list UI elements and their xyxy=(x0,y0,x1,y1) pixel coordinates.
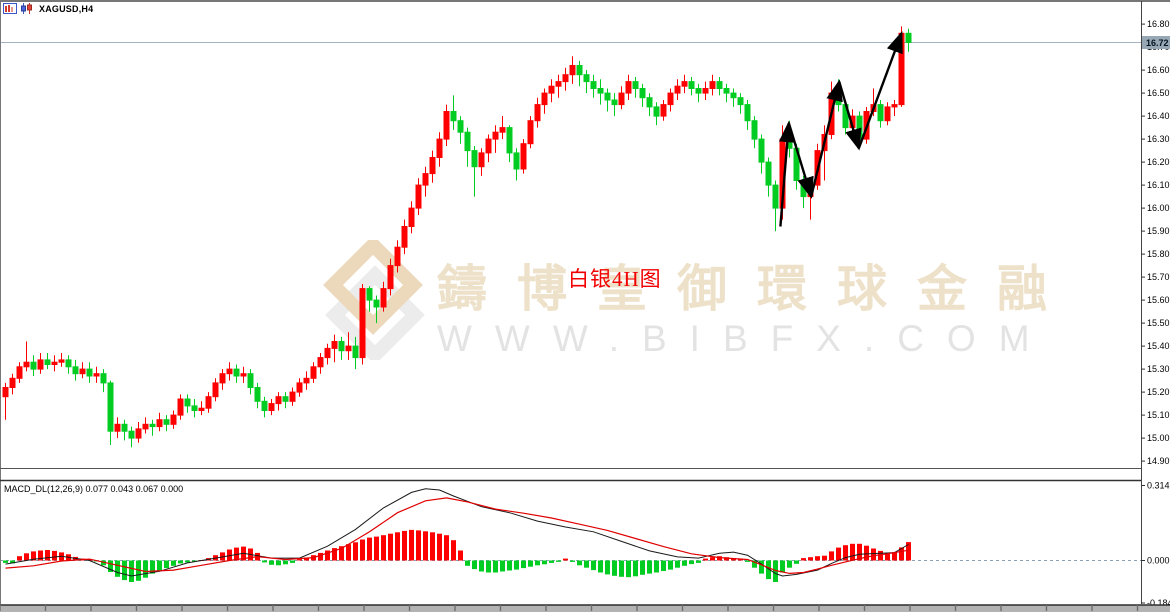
svg-text:14.90: 14.90 xyxy=(1147,456,1170,466)
svg-text:16.50: 16.50 xyxy=(1147,88,1170,98)
chart-title-bar: XAGUSD,H4 xyxy=(3,3,93,14)
price-axis[interactable]: 16.8016.7016.6016.5016.4016.3016.2016.10… xyxy=(1141,19,1170,466)
time-axis-bar[interactable] xyxy=(0,604,1170,612)
macd-signal-line xyxy=(5,497,909,575)
macd-main-line xyxy=(5,488,909,577)
macd-histogram[interactable] xyxy=(3,529,911,582)
logo-beige-diamond xyxy=(323,235,423,335)
svg-text:16.80: 16.80 xyxy=(1147,19,1170,29)
bibfx-logo xyxy=(303,235,443,365)
chart-annotation-label: 白银4H图 xyxy=(568,267,662,291)
candlestick-chart-icon xyxy=(21,3,32,14)
svg-text:15.50: 15.50 xyxy=(1147,318,1170,328)
svg-text:-0.184: -0.184 xyxy=(1147,598,1170,608)
macd-axis[interactable]: 0.314 0.000 -0.184 xyxy=(1141,481,1170,609)
svg-text:16.00: 16.00 xyxy=(1147,203,1170,213)
svg-text:0.000: 0.000 xyxy=(1147,556,1170,566)
svg-text:16.30: 16.30 xyxy=(1147,134,1170,144)
bar-chart-window-icon xyxy=(3,3,17,14)
svg-text:16.10: 16.10 xyxy=(1147,180,1170,190)
svg-text:16.60: 16.60 xyxy=(1147,65,1170,75)
svg-text:15.70: 15.70 xyxy=(1147,272,1170,282)
current-price-badge: 16.72 xyxy=(1142,36,1170,49)
watermark-url-text: WWW.BIBFX.COM xyxy=(437,318,1053,359)
svg-text:15.00: 15.00 xyxy=(1147,433,1170,443)
symbol-timeframe-label: XAGUSD,H4 xyxy=(39,3,94,14)
svg-text:16.20: 16.20 xyxy=(1147,157,1170,167)
svg-text:15.90: 15.90 xyxy=(1147,226,1170,236)
svg-text:16.40: 16.40 xyxy=(1147,111,1170,121)
svg-text:15.10: 15.10 xyxy=(1147,410,1170,420)
svg-text:15.60: 15.60 xyxy=(1147,295,1170,305)
svg-text:15.20: 15.20 xyxy=(1147,387,1170,397)
svg-text:0.314: 0.314 xyxy=(1147,481,1170,491)
svg-text:15.80: 15.80 xyxy=(1147,249,1170,259)
macd-indicator-label: MACD_DL(12,26,9) 0.077 0.043 0.067 0.000 xyxy=(4,484,184,494)
trend-arrows[interactable] xyxy=(778,31,903,227)
candles[interactable] xyxy=(2,26,912,448)
svg-text:15.30: 15.30 xyxy=(1147,364,1170,374)
watermark-brand-text: 鑄博皇御環球金融 xyxy=(437,261,1077,317)
svg-text:15.40: 15.40 xyxy=(1147,341,1170,351)
svg-text:16.72: 16.72 xyxy=(1146,38,1169,48)
